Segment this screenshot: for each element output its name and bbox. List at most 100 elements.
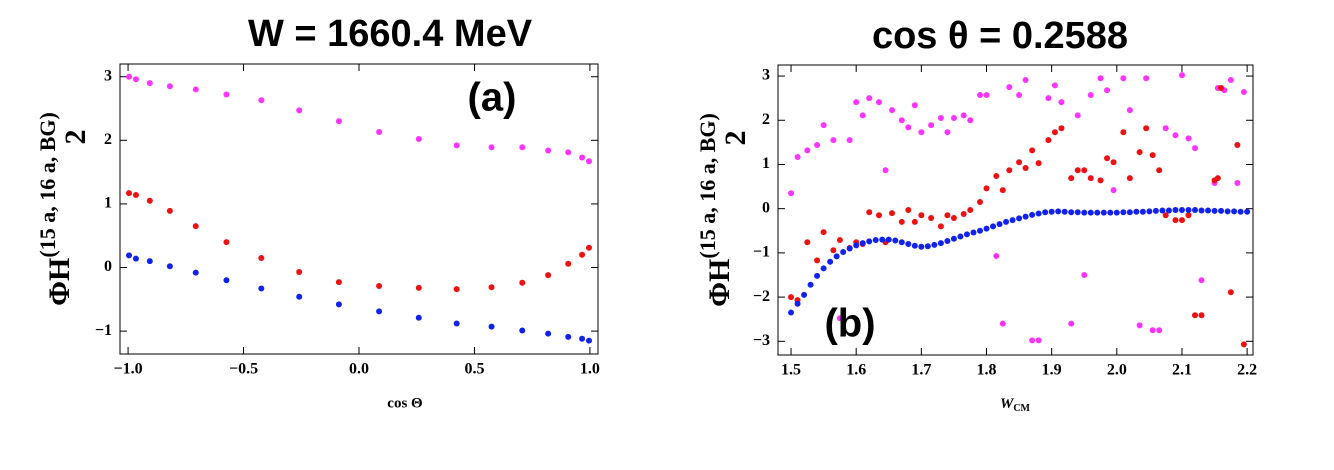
data-point xyxy=(788,190,795,197)
data-point xyxy=(1029,337,1036,344)
data-point xyxy=(1146,208,1153,215)
y-tick-label: 0 xyxy=(762,199,770,216)
data-point xyxy=(859,112,866,119)
data-point xyxy=(1009,217,1016,224)
y-tick-label: 2 xyxy=(104,131,112,148)
data-point xyxy=(1097,177,1104,184)
data-point xyxy=(830,247,837,254)
data-point xyxy=(585,158,592,165)
data-point xyxy=(296,268,303,275)
data-point xyxy=(376,282,383,289)
data-point xyxy=(1178,72,1185,79)
data-point xyxy=(957,233,964,240)
data-point xyxy=(937,223,944,230)
x-axis-label-sub: CM xyxy=(1013,403,1030,414)
data-point xyxy=(1022,165,1029,172)
data-point xyxy=(801,291,808,298)
data-point xyxy=(1185,212,1192,219)
x-axis-label-main: W xyxy=(1000,396,1015,412)
data-point xyxy=(296,293,303,300)
data-point xyxy=(1126,175,1133,182)
plot-frame xyxy=(119,63,599,355)
data-point xyxy=(1126,107,1133,114)
y-axis-label-sub: 2 xyxy=(59,130,92,145)
data-point xyxy=(1035,337,1042,344)
data-point xyxy=(488,323,495,330)
data-point xyxy=(836,237,843,244)
data-point xyxy=(1035,210,1042,217)
data-point xyxy=(999,187,1006,194)
data-point xyxy=(126,73,133,80)
y-tick-label: −1 xyxy=(753,244,770,261)
data-point xyxy=(1244,208,1251,215)
data-point xyxy=(1051,82,1058,89)
data-point xyxy=(905,241,912,248)
x-tick-label: 2.1 xyxy=(1172,362,1192,379)
data-point xyxy=(788,294,795,301)
data-point xyxy=(827,258,834,265)
panel-annotation: (b) xyxy=(824,302,875,346)
y-tick-label: −2 xyxy=(753,288,770,305)
data-point xyxy=(1074,112,1081,119)
data-point xyxy=(1205,207,1212,214)
data-point xyxy=(579,154,586,161)
data-point xyxy=(192,223,199,230)
data-point xyxy=(794,300,801,307)
data-point xyxy=(1110,187,1117,194)
data-point xyxy=(585,244,592,251)
data-point xyxy=(1042,209,1049,216)
data-point xyxy=(1143,75,1150,82)
data-point xyxy=(415,284,422,291)
data-point xyxy=(223,91,230,98)
data-point xyxy=(545,330,552,337)
data-point xyxy=(1227,289,1234,296)
data-point xyxy=(820,122,827,129)
data-point xyxy=(1240,341,1247,348)
data-point xyxy=(996,221,1003,228)
chart-title: W = 1660.4 MeV xyxy=(248,13,533,55)
y-tick-label: 2 xyxy=(762,111,770,128)
data-point xyxy=(1192,145,1199,152)
data-point xyxy=(192,269,199,276)
data-point xyxy=(126,190,133,197)
data-point xyxy=(1045,137,1052,144)
data-point xyxy=(911,218,918,225)
data-point xyxy=(1156,327,1163,334)
chart: W = 1660.4 MeV −1.0 −0.5 0.0 0.5 1.0 −1 0 1 2 3 cos… xyxy=(35,13,600,411)
data-point xyxy=(905,124,912,131)
data-point xyxy=(889,107,896,114)
y-tick-label: 1 xyxy=(762,155,770,172)
data-point xyxy=(453,142,460,149)
x-tick-label: 1.6 xyxy=(846,362,866,379)
data-point xyxy=(918,129,925,136)
data-point xyxy=(1133,208,1140,215)
data-point xyxy=(192,86,199,93)
y-axis-label-sup: (15 a, 16 a, BG) xyxy=(35,112,60,257)
data-point xyxy=(944,237,951,244)
x-tick-label: 1.0 xyxy=(580,361,600,378)
data-point xyxy=(1029,211,1036,218)
data-point xyxy=(1087,209,1094,216)
x-tick-label: 1.7 xyxy=(911,362,931,379)
data-point xyxy=(1081,271,1088,278)
y-axis-label-main: ΦH xyxy=(43,258,76,306)
data-point xyxy=(931,241,938,248)
data-point xyxy=(1048,208,1055,215)
data-point xyxy=(928,122,935,129)
x-tick-label: 2.2 xyxy=(1237,362,1257,379)
data-point xyxy=(937,115,944,122)
data-point xyxy=(1094,209,1101,216)
data-point xyxy=(1178,207,1185,213)
data-point xyxy=(993,172,1000,179)
data-point xyxy=(814,257,821,264)
data-point xyxy=(1006,167,1013,174)
data-point xyxy=(223,277,230,284)
data-point xyxy=(1185,207,1192,213)
data-point xyxy=(1107,209,1114,216)
data-point xyxy=(1198,207,1205,214)
data-point xyxy=(866,95,873,102)
data-point xyxy=(126,252,133,259)
data-point xyxy=(928,214,935,221)
data-point xyxy=(1149,152,1156,159)
